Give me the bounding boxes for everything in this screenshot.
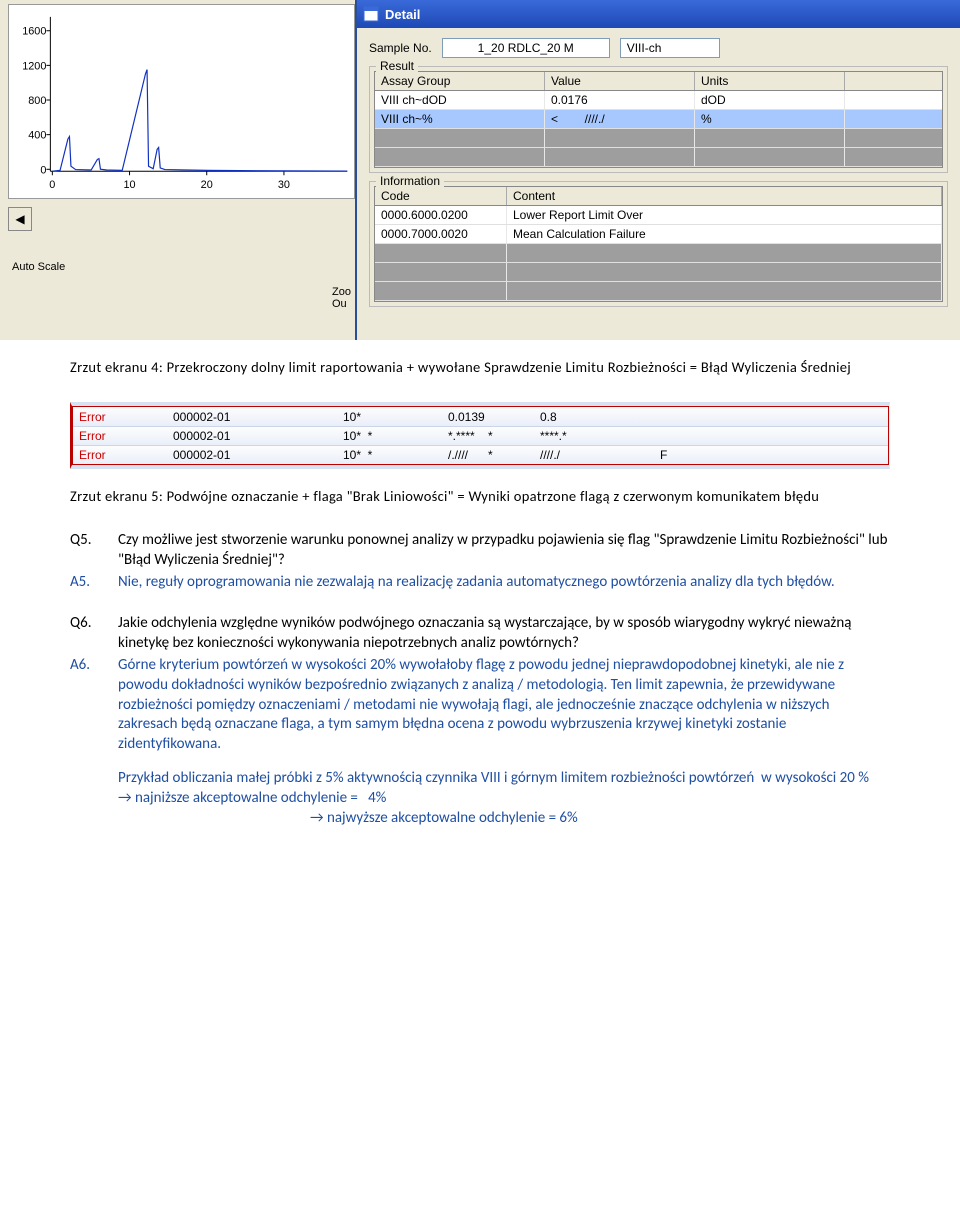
autoscale-button[interactable]: Auto Scale: [8, 259, 355, 275]
cell-content: Mean Calculation Failure: [507, 225, 942, 243]
cell-value: 0.0176: [545, 91, 695, 109]
info-empty-row: [375, 244, 942, 263]
result-row[interactable]: VIII ch~%< ////./%: [375, 110, 942, 129]
cell-content: Lower Report Limit Over: [507, 206, 942, 224]
info-empty-row: [375, 282, 942, 301]
info-grid: Code Content 0000.6000.0200Lower Report …: [374, 186, 943, 302]
cell-error-label: Error: [73, 448, 173, 462]
cell-error-val2: ////./: [540, 448, 660, 462]
cell-error-flag: F: [660, 448, 710, 462]
cell-error-val1: 0.0139: [448, 410, 540, 424]
col-content-header: Content: [507, 187, 942, 205]
chart-prev-button[interactable]: ◀: [8, 207, 32, 231]
cell-error-rep: 10* *: [343, 429, 448, 443]
cell-error-val2: ****.*: [540, 429, 660, 443]
a6-example2: → najwyższe akceptowalne odchylenie = 6%: [70, 809, 890, 829]
error-row: Error000002-0110* **.**** *****.*: [73, 426, 888, 445]
col-units-header: Units: [695, 72, 845, 90]
caption-5-section: Zrzut ekranu 5: Podwójne oznaczanie + fl…: [0, 469, 960, 531]
error-row: Error000002-0110*0.01390.8: [73, 407, 888, 426]
a5-text: Nie, reguły oprogramowania nie zezwalają…: [118, 573, 835, 593]
svg-text:0: 0: [49, 179, 55, 191]
error-table: Error000002-0110*0.01390.8Error000002-01…: [70, 402, 890, 469]
cell-error-val1: /.//// *: [448, 448, 540, 462]
cell-units: %: [695, 110, 845, 128]
result-empty-row: [375, 129, 942, 148]
error-row: Error000002-0110* */.//// *////./F: [73, 445, 888, 464]
arrow-left-icon: ◀: [15, 212, 24, 226]
caption-5: Zrzut ekranu 5: Podwójne oznaczanie + fl…: [70, 487, 890, 505]
svg-text:30: 30: [278, 179, 290, 191]
info-grid-header: Code Content: [375, 187, 942, 206]
sample-no-row: Sample No. 1_20 RDLC_20 M VIII-ch: [369, 38, 948, 58]
col-value-header: Value: [545, 72, 695, 90]
detail-window: Detail Sample No. 1_20 RDLC_20 M VIII-ch…: [355, 0, 960, 340]
sample-no-field[interactable]: 1_20 RDLC_20 M: [442, 38, 610, 58]
svg-text:0: 0: [40, 164, 46, 176]
chart-svg: 0 400 800 1200 1600 0 10 20 30: [9, 5, 354, 198]
cell-error-rep: 10* *: [343, 448, 448, 462]
result-grid-header: Assay Group Value Units: [375, 72, 942, 91]
svg-text:1600: 1600: [22, 26, 46, 38]
qa-section: Q5. Czy możliwe jest stworzenie warunku …: [0, 531, 960, 880]
q6-block: Q6. Jakie odchylenia względne wyników po…: [70, 614, 890, 828]
a6-text: Górne kryterium powtórzeń w wysokości 20…: [118, 656, 890, 755]
col-code-header: Code: [375, 187, 507, 205]
a6-number: A6.: [70, 656, 102, 755]
app-top-region: 0 400 800 1200 1600 0 10 20 30: [0, 0, 960, 340]
zoom-out-button[interactable]: Zoo Ou: [332, 286, 351, 310]
q6-text: Jakie odchylenia względne wyników podwój…: [118, 614, 890, 654]
col-assay-header: Assay Group: [375, 72, 545, 90]
cell-value: < ////./: [545, 110, 695, 128]
cell-error-val1: *.**** *: [448, 429, 540, 443]
cell-assay: VIII ch~dOD: [375, 91, 545, 109]
caption-4-section: Zrzut ekranu 4: Przekroczony dolny limit…: [0, 340, 960, 402]
cell-assay: VIII ch~%: [375, 110, 545, 128]
info-row[interactable]: 0000.6000.0200Lower Report Limit Over: [375, 206, 942, 225]
svg-text:20: 20: [201, 179, 213, 191]
q5-block: Q5. Czy możliwe jest stworzenie warunku …: [70, 531, 890, 592]
chart-area: 0 400 800 1200 1600 0 10 20 30: [8, 4, 355, 199]
detail-window-icon: [363, 6, 379, 22]
svg-text:10: 10: [123, 179, 135, 191]
sample-no-label: Sample No.: [369, 41, 432, 55]
cell-error-id: 000002-01: [173, 410, 343, 424]
cell-code: 0000.6000.0200: [375, 206, 507, 224]
chart-panel: 0 400 800 1200 1600 0 10 20 30: [0, 0, 355, 340]
cell-error-val2: 0.8: [540, 410, 660, 424]
a6-example1: Przykład obliczania małej próbki z 5% ak…: [70, 769, 890, 809]
error-table-section: Error000002-0110*0.01390.8Error000002-01…: [0, 402, 960, 469]
result-group-label: Result: [376, 59, 418, 73]
cell-code: 0000.7000.0020: [375, 225, 507, 243]
detail-title: Detail: [385, 7, 420, 22]
channel-field[interactable]: VIII-ch: [620, 38, 720, 58]
detail-titlebar: Detail: [357, 0, 960, 28]
a5-number: A5.: [70, 573, 102, 593]
result-group: Result Assay Group Value Units VIII ch~d…: [369, 66, 948, 173]
result-grid: Assay Group Value Units VIII ch~dOD0.017…: [374, 71, 943, 168]
detail-body: Sample No. 1_20 RDLC_20 M VIII-ch Result…: [357, 28, 960, 323]
info-empty-row: [375, 263, 942, 282]
cell-error-label: Error: [73, 429, 173, 443]
caption-4: Zrzut ekranu 4: Przekroczony dolny limit…: [70, 358, 890, 376]
result-row[interactable]: VIII ch~dOD0.0176dOD: [375, 91, 942, 110]
information-group: Information Code Content 0000.6000.0200L…: [369, 181, 948, 307]
q5-text: Czy możliwe jest stworzenie warunku pono…: [118, 531, 890, 571]
information-group-label: Information: [376, 174, 444, 188]
cell-error-label: Error: [73, 410, 173, 424]
q5-number: Q5.: [70, 531, 102, 571]
svg-text:800: 800: [28, 95, 46, 107]
cell-error-id: 000002-01: [173, 448, 343, 462]
q6-number: Q6.: [70, 614, 102, 654]
svg-text:1200: 1200: [22, 60, 46, 72]
result-empty-row: [375, 148, 942, 167]
svg-text:400: 400: [28, 130, 46, 142]
cell-error-id: 000002-01: [173, 429, 343, 443]
cell-error-rep: 10*: [343, 410, 448, 424]
cell-units: dOD: [695, 91, 845, 109]
info-row[interactable]: 0000.7000.0020Mean Calculation Failure: [375, 225, 942, 244]
